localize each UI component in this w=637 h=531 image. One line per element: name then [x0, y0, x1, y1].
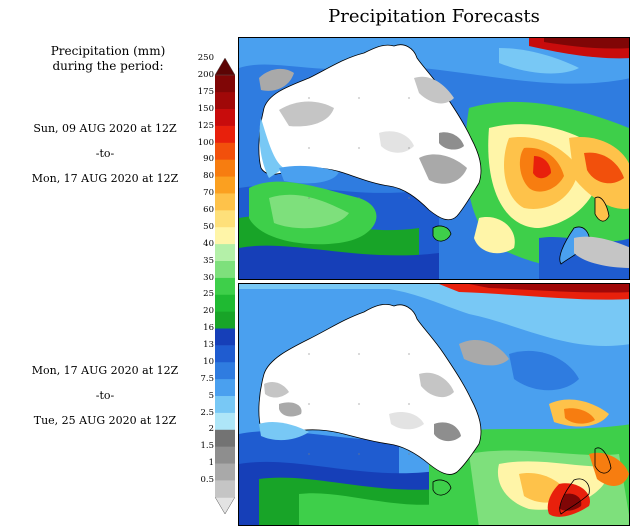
colorbar-tick-label: 7.5 [200, 373, 214, 384]
colorbar-segment [215, 125, 235, 143]
precipitation-colorbar [215, 58, 235, 514]
colorbar-segment [215, 159, 235, 177]
colorbar-tick-label: 1 [208, 458, 214, 469]
colorbar-segment [215, 311, 235, 329]
colorbar-tick-label: 35 [203, 255, 214, 266]
colorbar-segment [215, 480, 235, 498]
period-label-1: Sun, 09 AUG 2020 at 12Z -to- Mon, 17 AUG… [10, 116, 200, 191]
colorbar-tick-label: 2.5 [200, 407, 214, 418]
period-2-start: Mon, 17 AUG 2020 at 12Z [31, 364, 179, 377]
colorbar-segment [215, 176, 235, 194]
colorbar-segment [215, 75, 235, 93]
colorbar-tick-label: 5 [208, 390, 214, 401]
colorbar-tick-label: 20 [203, 306, 214, 317]
colorbar-segment [215, 328, 235, 346]
colorbar-tick-label: 80 [203, 171, 214, 182]
colorbar-tick-label: 25 [203, 289, 214, 300]
colorbar-tick-label: 0.5 [200, 475, 214, 486]
period-2-end: Tue, 25 AUG 2020 at 12Z [33, 414, 177, 427]
period-label-2: Mon, 17 AUG 2020 at 12Z -to- Tue, 25 AUG… [10, 358, 200, 433]
colorbar-segment [215, 294, 235, 312]
colorbar-tick-label: 1.5 [200, 441, 214, 452]
colorbar-tick-label: 13 [203, 340, 214, 351]
colorbar-segment [215, 210, 235, 228]
colorbar-segment [215, 193, 235, 211]
colorbar-segment [215, 429, 235, 447]
colorbar-tick-labels: 250 200 175 150 125 100 90 80 70 60 50 40 35 30 25 20 16… [178, 0, 214, 531]
period-1-end: Mon, 17 AUG 2020 at 12Z [31, 172, 179, 185]
colorbar-tick-label: 2 [208, 424, 214, 435]
colorbar-tick-label: 40 [203, 238, 214, 249]
colorbar-tick-label: 200 [197, 70, 214, 80]
colorbar-tick-label: 16 [203, 323, 214, 334]
colorbar-segment [215, 446, 235, 464]
colorbar-segment [215, 226, 235, 245]
colorbar-tick-label: 100 [197, 137, 214, 148]
colorbar-tick-label: 50 [203, 221, 214, 232]
colorbar-tick-label: 125 [197, 120, 214, 131]
colorbar-segment [215, 412, 235, 430]
forecast-map-week1 [238, 37, 630, 280]
colorbar-segment [215, 243, 235, 261]
colorbar-segment [215, 91, 235, 110]
colorbar-tick-label: 70 [203, 188, 214, 199]
forecast-map-week2 [238, 283, 630, 526]
colorbar-segment [215, 277, 235, 295]
period-2-separator: -to- [95, 389, 115, 402]
colorbar-bottom-arrow [215, 496, 235, 514]
colorbar-tick-label: 60 [203, 205, 214, 216]
colorbar-segment [215, 345, 235, 363]
colorbar-tick-label: 90 [203, 154, 214, 165]
colorbar-tick-label: 150 [197, 103, 214, 114]
page-title: Precipitation Forecasts [328, 6, 540, 27]
colorbar-segment [215, 378, 235, 397]
period-1-start: Sun, 09 AUG 2020 at 12Z [33, 122, 177, 135]
colorbar-segment [215, 260, 235, 278]
colorbar-tick-label: 10 [203, 356, 214, 367]
colorbar-tick-label: 175 [197, 86, 214, 97]
colorbar-top-arrow [215, 58, 235, 76]
colorbar-segment [215, 463, 235, 481]
legend-title-line2: during the period: [52, 59, 164, 73]
colorbar-tick-label: 250 [197, 53, 214, 64]
colorbar-segment [215, 142, 235, 160]
colorbar-segment [215, 361, 235, 380]
legend-title-line1: Precipitation (mm) [50, 44, 166, 58]
colorbar-tick-label: 30 [203, 272, 214, 283]
colorbar-segment [215, 395, 235, 413]
legend-title: Precipitation (mm) during the period: [28, 44, 188, 74]
colorbar-segment [215, 108, 235, 126]
period-1-separator: -to- [95, 147, 115, 160]
